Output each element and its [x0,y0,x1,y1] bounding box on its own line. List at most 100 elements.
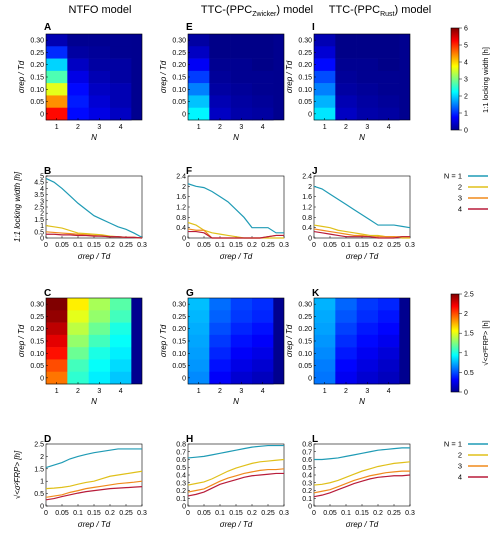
xtick-label-d-2: 0.1 [73,510,83,517]
heat-cell-c-0-1 [46,359,68,373]
heat-cell-i-2-3 [356,70,379,84]
ylabel-e: σrep / Td [159,60,168,93]
ytick-label-b-10: 5 [40,174,44,181]
xtick-label-h-0: 0 [186,510,190,517]
ytick-label-g-5: 0.25 [172,314,186,321]
heat-cell-k-3-2 [378,347,400,360]
xlabel-a: N [91,133,97,142]
heat-cell-e-0-5 [188,46,210,59]
panel-label-e: E [186,22,193,33]
xtick-label-c-2: 3 [97,388,101,395]
heat-cell-k-0-3 [314,334,336,348]
ytick-label-j-0: 0 [308,236,312,243]
heat-cell-i-0-3 [314,70,336,84]
heat-cell-k-3-1 [378,359,400,373]
ytick-label-e-5: 0.25 [172,50,186,57]
heat-cell-g-0-3 [188,334,210,348]
cb-bottom-tick-label-4: 2 [464,311,468,318]
colorbar-top [450,27,460,131]
heat-pad-c [131,298,142,384]
heat-pad-i [399,34,410,120]
heat-cell-g-2-0 [230,371,253,385]
heat-cell-k-1-3 [335,334,357,348]
heat-cell-e-3-4 [252,58,274,72]
xlabel-l: σrep / Td [346,520,379,529]
ytick-label-k-4: 0.20 [298,326,312,333]
heat-cell-k-0-2 [314,347,336,360]
ytick-label-f-5: 2 [182,184,186,191]
heat-cell-i-1-3 [335,70,357,84]
panel-l: 0 0.05 0.1 0.15 0.2 0.25 0.300.10.20.30.40.50.… [302,442,415,530]
heat-cell-g-3-4 [252,322,274,336]
heat-cell-c-0-6 [46,298,68,311]
heat-cell-a-2-5 [88,46,111,59]
series-line-l-n4 [313,474,411,498]
heat-cell-a-0-2 [46,83,68,96]
plot-frame-l [313,443,411,507]
ytick-label-g-6: 0.30 [172,302,186,309]
ytick-label-a-2: 0.10 [30,87,44,94]
series-line-h-n1 [187,444,284,459]
cb-bottom-tick-label-1: 0.5 [464,370,474,377]
xlabel-d: σrep / Td [78,520,111,529]
cb-top-tick-label-2: 2 [464,94,468,101]
heat-cell-g-2-4 [230,322,253,336]
heat-cell-i-0-1 [314,95,336,109]
heat-cell-a-2-4 [88,58,111,72]
panel-d: 0 0.05 0.1 0.15 0.2 0.25 0.3 0 0.5 1 1.5 2 2.5 σrep /… [13,442,147,530]
cb-bottom-tick-label-3: 1.5 [464,331,474,338]
heat-cell-g-1-3 [209,334,231,348]
xtick-label-d-3: 0.15 [87,510,101,517]
series-line-j-n3 [313,228,410,238]
legend-top: N = 1 2 3 4 [444,172,488,214]
heat-cell-c-3-1 [110,359,132,373]
xtick-label-b-2: 0.1 [73,242,83,249]
ytick-label-f-2: 0.8 [176,215,186,222]
heat-cell-e-1-2 [209,83,231,96]
ylabel-i: σrep / Td [285,60,294,93]
xtick-label-g-2: 3 [239,388,243,395]
ytick-label-l-0: 0 [308,504,312,511]
heat-cell-e-2-2 [230,83,253,96]
ytick-label-b-1: 0.5 [34,229,44,236]
xtick-label-d-6: 0.3 [137,510,147,517]
xtick-label-f-5: 0.25 [261,242,275,249]
panel-b: 0 0.05 0.1 0.15 0.2 0.25 0.3 00.511.522.533.544… [13,171,147,261]
panel-h: 0 0.05 0.1 0.15 0.2 0.25 0.300.10.20.30.40.50.… [176,442,289,530]
ytick-label-c-5: 0.25 [30,314,44,321]
heat-pad-a [131,34,142,120]
heat-cell-a-1-5 [67,46,89,59]
xtick-label-f-6: 0.3 [279,242,289,249]
xtick-label-f-0: 0 [186,242,190,249]
heat-cell-i-3-4 [378,58,400,72]
ytick-label-i-3: 0.15 [298,75,312,82]
xtick-label-d-1: 0.05 [55,510,69,517]
xtick-label-c-0: 1 [55,388,59,395]
ytick-label-f-3: 1.2 [176,205,186,212]
heat-cell-k-2-3 [356,334,379,348]
xtick-label-g-0: 1 [197,388,201,395]
ytick-label-c-2: 0.10 [30,351,44,358]
xtick-label-g-1: 2 [218,388,222,395]
heat-cell-a-0-5 [46,46,68,59]
heat-cell-e-2-5 [230,46,253,59]
ytick-label-j-1: 0.4 [302,225,312,232]
ytick-label-e-6: 0.30 [172,38,186,45]
heat-cell-a-0-3 [46,70,68,84]
series-line-h-n3 [187,468,285,493]
heat-cell-i-1-4 [335,58,357,72]
heat-cell-i-3-5 [378,46,400,59]
heat-cell-i-0-6 [314,34,336,47]
heat-cell-k-1-6 [335,298,357,311]
heat-cell-c-3-0 [110,371,132,385]
panel-f: 0 0.05 0.1 0.15 0.2 0.25 0.3 0 0.4 0.8 1.2 1.6 2 2.4 σ… [176,174,289,262]
ytick-label-g-0: 0 [182,375,186,382]
heat-cell-c-0-3 [46,334,68,348]
heat-cell-e-1-1 [209,95,231,109]
xtick-label-l-3: 0.15 [355,510,369,517]
xtick-label-e-2: 3 [239,124,243,131]
xtick-label-j-4: 0.2 [373,242,383,249]
heat-cell-i-1-6 [335,34,357,47]
colorbar-bottom-label: √<σ²FRP> [h] [481,320,490,365]
